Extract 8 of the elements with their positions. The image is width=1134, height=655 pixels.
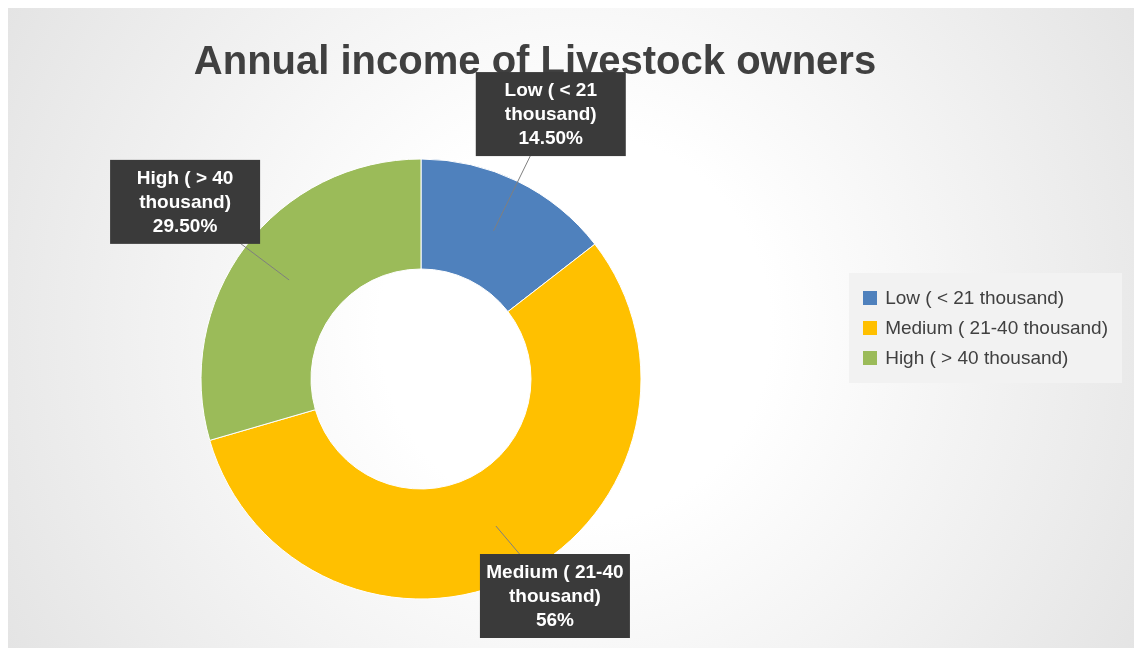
data-label: 14.50% xyxy=(518,127,584,149)
legend-label: High ( > 40 thousand) xyxy=(885,346,1069,370)
slice-label: Medium ( 21-40 thousand) xyxy=(486,561,624,606)
legend-label: Low ( < 21 thousand) xyxy=(885,286,1065,310)
data-label: 29.50% xyxy=(152,214,218,236)
data-label: 56% xyxy=(535,609,575,630)
slice-label: High ( > 40 thousand) xyxy=(136,166,234,212)
legend-label: Medium ( 21-40 thousand) xyxy=(885,316,1108,340)
